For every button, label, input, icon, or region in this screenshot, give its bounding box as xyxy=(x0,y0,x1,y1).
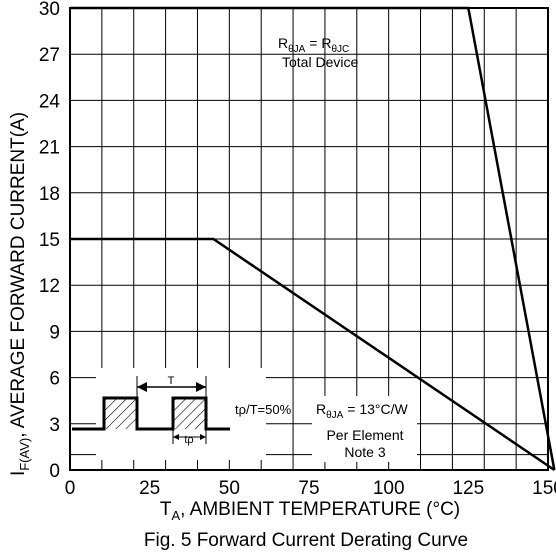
y-axis-label: IF(AV), AVERAGE FORWARD CURRENT(A) xyxy=(8,112,32,476)
y-tick-label: 12 xyxy=(39,276,60,297)
inset-pulse-arrowhead-right xyxy=(200,434,206,440)
y-tick-label: 3 xyxy=(49,415,60,436)
per-element-annotation-bg xyxy=(312,396,417,462)
x-tick-label: 100 xyxy=(373,478,405,499)
inset-pulse-1 xyxy=(104,398,137,429)
x-tick-label: 50 xyxy=(219,478,240,499)
series-line-2 xyxy=(70,237,556,472)
rjc-note-line1: RθJA = RθJC xyxy=(278,35,349,55)
x-tick-label: 75 xyxy=(298,478,319,499)
x-tick-label: 0 xyxy=(65,478,76,499)
x-axis-label: TA, AMBIENT TEMPERATURE (°C) xyxy=(160,499,460,523)
x-tick-label: 25 xyxy=(139,478,160,499)
inset-pulse-label: tρ xyxy=(184,434,193,446)
inset-duty-label: tρ/T=50% xyxy=(235,402,292,417)
y-tick-label: 18 xyxy=(39,184,60,205)
y-tick-label: 0 xyxy=(49,461,60,482)
rjc-note-line2: Total Device xyxy=(282,54,358,70)
y-tick-label: 30 xyxy=(39,0,60,20)
tick-labels: 0 25 50 75 100 125 150 0 3 6 9 12 15 18 21 24 27 30 xyxy=(39,0,556,499)
y-tick-label: 24 xyxy=(39,91,61,112)
element-note-line3: Note 3 xyxy=(344,444,385,460)
figure-caption: Fig. 5 Forward Current Derating Curve xyxy=(144,530,468,551)
y-tick-label: 9 xyxy=(49,322,60,343)
y-tick-label: 21 xyxy=(39,138,60,159)
element-note-line2: Per Element xyxy=(326,427,403,443)
inset-period-arrowhead-right xyxy=(196,382,206,392)
series-lines xyxy=(70,6,556,472)
inset-waveform xyxy=(72,396,230,431)
inset-pulse-2 xyxy=(173,398,206,429)
inset-period-arrowhead-left xyxy=(137,382,147,392)
element-note-line1: RθJA = 13°C/W xyxy=(316,401,408,421)
x-tick-label: 150 xyxy=(532,478,556,499)
y-tick-label: 15 xyxy=(39,230,60,251)
grid-lines xyxy=(70,8,548,470)
series-line-1 xyxy=(70,6,556,471)
inset-pulse-arrowhead-left xyxy=(173,434,179,440)
y-tick-label: 6 xyxy=(49,369,60,390)
pulse-waveform-inset: Ttρ tρ/T=50% xyxy=(72,368,292,460)
per-element-annotation: RθJA = 13°C/W Per Element Note 3 xyxy=(312,396,417,462)
inset-period-label: T xyxy=(168,375,175,387)
total-device-annotation: RθJA = RθJC Total Device xyxy=(278,35,358,70)
x-tick-label: 125 xyxy=(452,478,484,499)
y-tick-label: 27 xyxy=(39,45,60,66)
